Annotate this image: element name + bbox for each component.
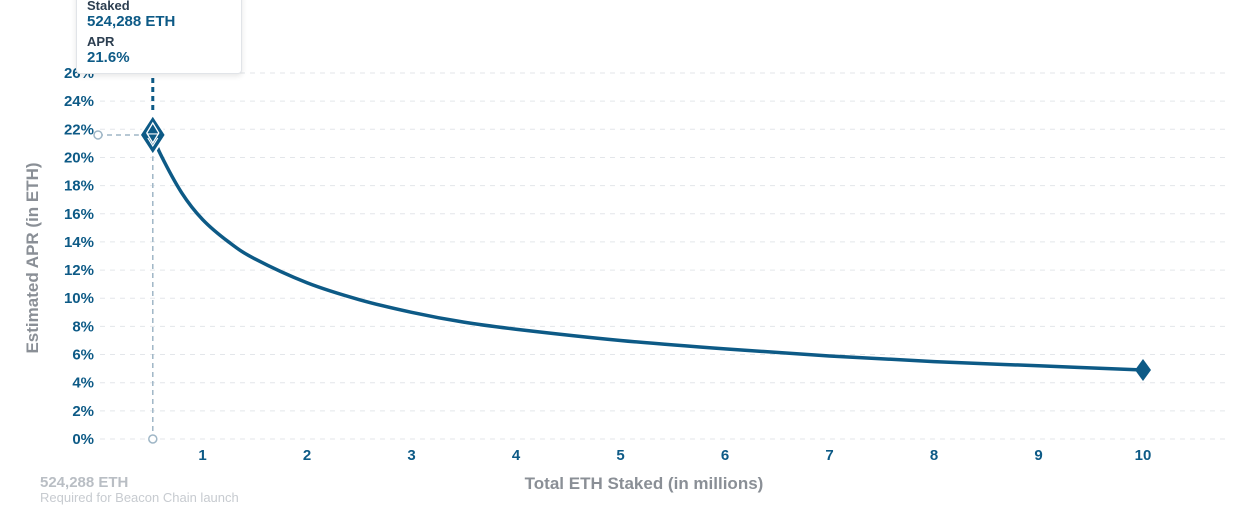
y-tick-label: 0% <box>72 431 94 448</box>
y-guide-dot <box>93 130 103 140</box>
eth-icon <box>146 121 160 145</box>
y-tick-label: 16% <box>64 206 94 223</box>
x-tick-label: 6 <box>721 447 729 464</box>
tooltip-apr-label: APR <box>87 34 115 49</box>
end-marker[interactable] <box>1135 359 1151 382</box>
y-tick-label: 4% <box>72 375 94 392</box>
x-tick-label: 7 <box>825 447 833 464</box>
y-tick-label: 24% <box>64 93 94 110</box>
x-tick-label: 5 <box>616 447 624 464</box>
tooltip-staked-value: 524,288 ETH <box>87 13 176 30</box>
y-tick-label: 2% <box>72 403 94 420</box>
x-axis-title: Total ETH Staked (in millions) <box>525 474 764 493</box>
y-tick-label: 10% <box>64 290 94 307</box>
markers[interactable] <box>138 113 1151 382</box>
highlight-marker[interactable] <box>138 113 167 157</box>
y-tick-label: 14% <box>64 234 94 251</box>
x-tick-label: 2 <box>303 447 311 464</box>
x-tick-label: 10 <box>1135 447 1152 464</box>
footer-staked-amount: 524,288 ETH <box>40 474 129 491</box>
y-tick-label: 6% <box>72 347 94 364</box>
y-axis-ticks: 0%2%4%6%8%10%12%14%16%18%20%22%24%26% <box>64 65 94 448</box>
y-tick-label: 12% <box>64 262 94 279</box>
y-tick-label: 22% <box>64 121 94 138</box>
tooltip: Staked 524,288 ETH APR 21.6% <box>76 0 242 74</box>
x-tick-label: 1 <box>198 447 206 464</box>
apr-curve <box>151 133 1145 372</box>
highlight-guides <box>93 78 158 444</box>
y-tick-label: 8% <box>72 318 94 335</box>
y-tick-label: 20% <box>64 149 94 166</box>
x-tick-label: 4 <box>512 447 521 464</box>
y-axis-title: Estimated APR (in ETH) <box>23 162 42 353</box>
x-axis-ticks: 1 2 3 4 5 6 7 8 9 10 <box>198 447 1151 464</box>
x-guide-dot <box>148 434 158 444</box>
x-tick-label: 8 <box>930 447 938 464</box>
tooltip-apr-value: 21.6% <box>87 49 130 66</box>
x-tick-label: 3 <box>407 447 415 464</box>
tooltip-staked-label: Staked <box>87 0 130 13</box>
x-tick-label: 9 <box>1034 447 1042 464</box>
grid-lines <box>100 72 1225 440</box>
footer-subtitle: Required for Beacon Chain launch <box>40 490 239 505</box>
y-tick-label: 18% <box>64 178 94 195</box>
